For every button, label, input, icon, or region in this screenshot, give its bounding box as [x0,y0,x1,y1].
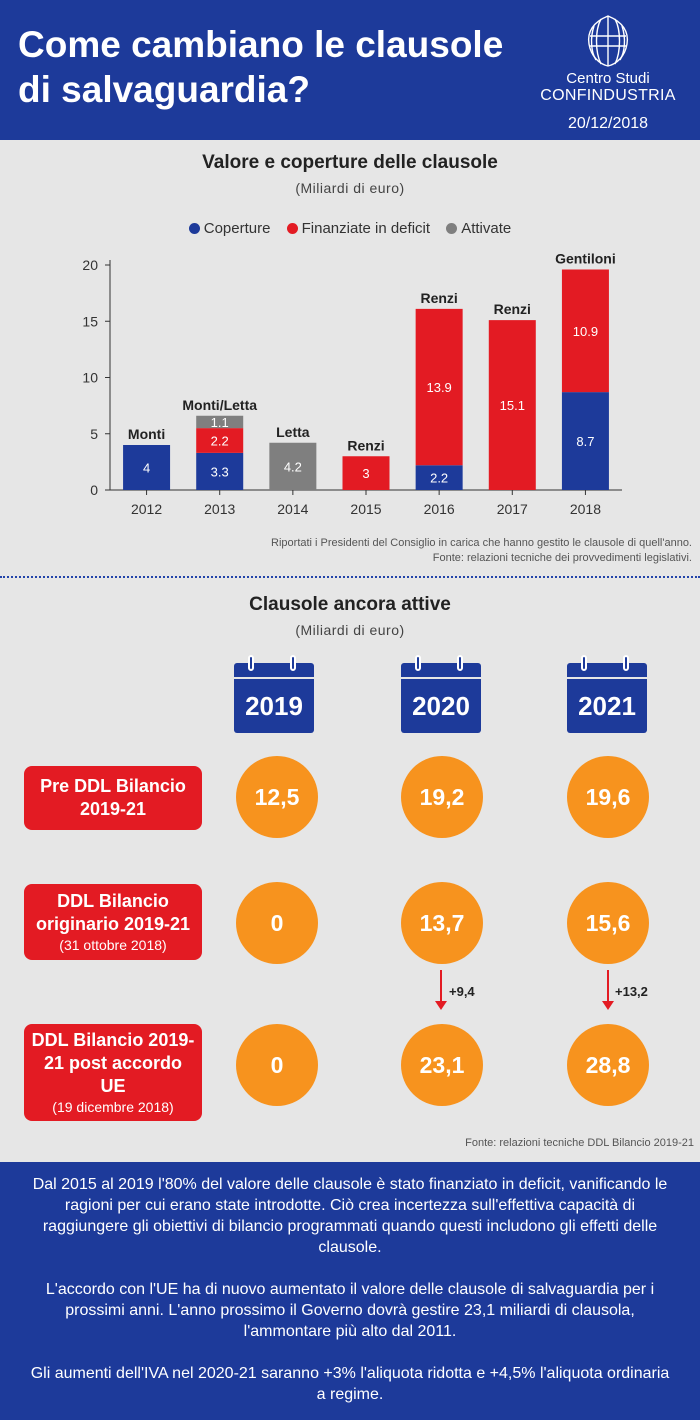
section2-subtitle: (Miliardi di euro) [295,622,405,638]
bar-segment [123,445,171,490]
bar-annotation: Letta [276,424,310,440]
chart-note: Riportati i Presidenti del Consiglio in … [271,537,692,549]
value-circle: 19,2 [401,756,483,838]
bar-annotation: Renzi [347,437,384,453]
footer-paragraph: Gli aumenti dell'IVA nel 2020-21 saranno… [30,1365,670,1403]
y-tick-label: 10 [82,370,98,386]
legend-item-attivate: Attivate [446,220,511,237]
logo-line2: CONFINDUSTRIA [540,87,676,104]
bar-annotation: Monti/Letta [182,397,257,413]
data-label: 4 [143,461,150,476]
year-label: 2021 [567,679,647,733]
footer-paragraph: Dal 2015 al 2019 l'80% del valore delle … [32,1176,668,1256]
value-circle: 0 [236,1024,318,1106]
data-label: 3 [362,466,369,481]
increase-arrow-icon [602,970,614,1010]
value-circle: 12,5 [236,756,318,838]
x-tick-label: 2015 [350,501,381,517]
value-circle: 0 [236,882,318,964]
data-label: 2.2 [211,434,229,449]
year-label: 2020 [401,679,481,733]
row-label-post-accordo: DDL Bilancio 2019-21 post accordo UE (19… [24,1024,202,1121]
value-circle: 23,1 [401,1024,483,1106]
value-circle: 19,6 [567,756,649,838]
chart-subtitle: (Miliardi di euro) [295,180,405,196]
confindustria-logo: Centro Studi CONFINDUSTRIA 20/12/2018 [538,14,678,133]
footer-summary: Dal 2015 al 2019 l'80% del valore delle … [0,1162,700,1420]
row-label-note: (31 ottobre 2018) [59,937,167,953]
row-label-note: (19 dicembre 2018) [52,1099,174,1115]
x-tick-label: 2016 [424,501,455,517]
x-tick-label: 2017 [497,501,528,517]
bar-segment [196,415,244,429]
date: 20/12/2018 [567,115,649,132]
bar-segment [415,308,463,466]
bar-segment [196,428,244,453]
legend-item-deficit: Finanziate in deficit [286,220,431,237]
row-label-text: Pre DDL Bilancio 2019-21 [40,776,186,819]
section2-source: Fonte: relazioni tecniche DDL Bilancio 2… [465,1137,694,1149]
bar-annotation: Renzi [494,301,531,317]
y-tick-label: 15 [82,313,98,329]
legend-label: Attivate [461,220,512,237]
legend-swatch-red [286,223,298,234]
row-label-text: DDL Bilancio 2019-21 post accordo UE [31,1030,195,1096]
bar-annotation: Renzi [420,290,457,306]
chart-title: Valore e coperture delle clausole [202,152,498,173]
data-label: 13.9 [426,380,451,395]
data-label: 15.1 [500,398,525,413]
legend-swatch-blue [188,223,200,234]
data-label: 2.2 [430,471,448,486]
data-label: 1.1 [211,415,229,430]
bar-segment [415,465,463,490]
value-circle: 15,6 [567,882,649,964]
legend-item-coperture: Coperture [188,220,271,237]
legend-label: Finanziate in deficit [301,220,431,237]
calendar-2020-icon: 2020 [401,655,481,733]
value-circle: 28,8 [567,1024,649,1106]
y-tick-label: 0 [90,482,98,498]
x-tick-label: 2018 [570,501,601,517]
chart-source: Fonte: relazioni tecniche dei provvedime… [432,552,692,564]
bar-segment [561,392,609,490]
value-circle: 13,7 [401,882,483,964]
chart-notes: Riportati i Presidenti del Consiglio in … [271,536,692,566]
bar-segment [342,456,390,490]
data-label: 8.7 [576,434,594,449]
footer-paragraph: L'accordo con l'UE ha di nuovo aumentato… [45,1281,655,1340]
header: Come cambiano le clausole di salvaguardi… [0,0,700,140]
calendar-2019-icon: 2019 [234,655,314,733]
section2-title: Clausole ancora attive [249,594,451,615]
bar-segment [561,269,609,393]
page-title: Come cambiano le clausole di salvaguardi… [18,24,504,110]
legend-label: Coperture [203,220,271,237]
x-tick-label: 2012 [131,501,162,517]
bar-segment [488,320,536,490]
data-label: 4.2 [284,459,302,474]
confindustria-emblem-icon [587,15,629,67]
x-tick-label: 2013 [204,501,235,517]
y-tick-label: 20 [82,257,98,273]
bar-segment [269,442,317,490]
row-label-pre-ddl: Pre DDL Bilancio 2019-21 [24,766,202,830]
data-label: 10.9 [573,324,598,339]
delta-label: +9,4 [449,984,475,999]
bar-segment [196,452,244,490]
legend-swatch-grey [446,223,458,234]
x-tick-label: 2014 [277,501,308,517]
increase-arrow-icon [435,970,447,1010]
bar-annotation: Monti [128,426,165,442]
row-label-ddl-originario: DDL Bilancio originario 2019-21 (31 otto… [24,884,202,960]
stacked-bar-chart: 0 5 10 15 20 2012 4 Monti 2013 3.3 2.2 1.1 Monti/Let… [82,251,622,517]
calendar-2021-icon: 2021 [567,655,647,733]
year-label: 2019 [234,679,314,733]
data-label: 3.3 [211,464,229,479]
y-tick-label: 5 [90,426,98,442]
logo-line1: Centro Studi [566,70,650,87]
delta-label: +13,2 [615,984,648,999]
section-divider [0,576,700,578]
row-label-text: DDL Bilancio originario 2019-21 [35,891,191,934]
bar-annotation: Gentiloni [555,251,616,267]
chart-legend: Coperture Finanziate in deficit Attivate [0,220,700,237]
